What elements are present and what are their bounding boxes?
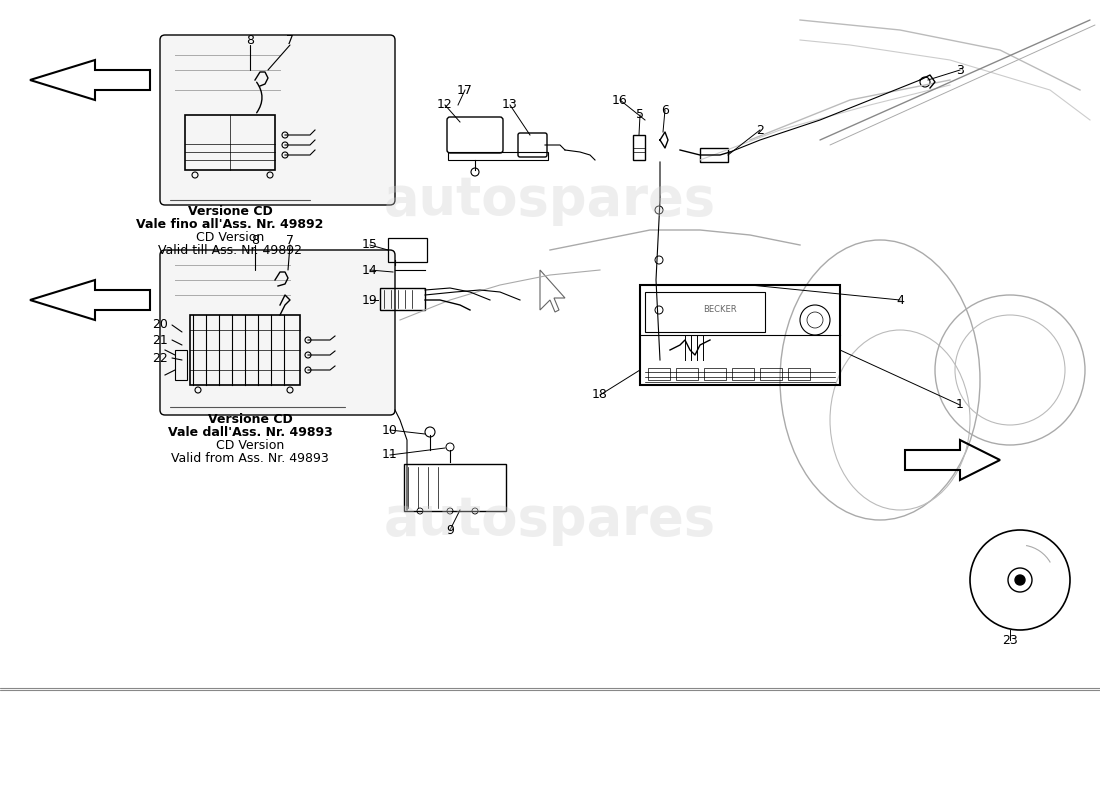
FancyBboxPatch shape: [160, 250, 395, 415]
FancyBboxPatch shape: [160, 35, 395, 205]
Text: autospares: autospares: [384, 494, 716, 546]
Text: 7: 7: [286, 234, 294, 246]
Text: 9: 9: [447, 523, 454, 537]
Text: 23: 23: [1002, 634, 1018, 646]
Text: Vale dall'Ass. Nr. 49893: Vale dall'Ass. Nr. 49893: [167, 426, 332, 439]
Bar: [379, 288, 425, 310]
Text: 1: 1: [956, 398, 964, 411]
Bar: [704, 368, 726, 380]
Text: 17: 17: [458, 83, 473, 97]
Bar: [175, 350, 187, 380]
Bar: [190, 315, 300, 385]
Text: 11: 11: [382, 449, 398, 462]
Bar: [448, 152, 548, 160]
Text: 4: 4: [896, 294, 904, 306]
Bar: [760, 368, 782, 380]
Bar: [645, 292, 764, 332]
Text: 5: 5: [636, 109, 644, 122]
Text: Vale fino all'Ass. Nr. 49892: Vale fino all'Ass. Nr. 49892: [136, 218, 323, 231]
Text: 3: 3: [956, 63, 964, 77]
Bar: [700, 148, 728, 162]
Text: Versione CD: Versione CD: [188, 205, 273, 218]
Text: CD Version: CD Version: [196, 231, 264, 244]
Text: 8: 8: [246, 34, 254, 46]
Bar: [640, 285, 840, 385]
Text: 18: 18: [592, 389, 608, 402]
Text: 21: 21: [152, 334, 168, 346]
Circle shape: [1015, 575, 1025, 585]
Bar: [676, 368, 698, 380]
Bar: [648, 368, 670, 380]
Text: 8: 8: [251, 234, 258, 246]
Bar: [185, 115, 275, 170]
Text: 15: 15: [362, 238, 378, 251]
Bar: [632, 135, 645, 160]
Text: 12: 12: [437, 98, 453, 111]
Bar: [732, 368, 754, 380]
Text: 10: 10: [382, 423, 398, 437]
Text: 14: 14: [362, 263, 378, 277]
Text: 19: 19: [362, 294, 378, 306]
Text: 6: 6: [661, 103, 669, 117]
Bar: [788, 368, 810, 380]
Text: CD Version: CD Version: [216, 439, 284, 452]
Text: Valid till Ass. Nr. 49892: Valid till Ass. Nr. 49892: [158, 244, 302, 257]
Text: BECKER: BECKER: [703, 306, 737, 314]
Text: Valid from Ass. Nr. 49893: Valid from Ass. Nr. 49893: [172, 452, 329, 465]
Text: 16: 16: [612, 94, 628, 106]
Text: 2: 2: [756, 123, 763, 137]
Text: 13: 13: [502, 98, 518, 111]
Text: autospares: autospares: [384, 174, 716, 226]
Text: 20: 20: [152, 318, 168, 331]
Text: Versione CD: Versione CD: [208, 413, 293, 426]
Text: 22: 22: [152, 351, 168, 365]
Text: 7: 7: [286, 34, 294, 46]
